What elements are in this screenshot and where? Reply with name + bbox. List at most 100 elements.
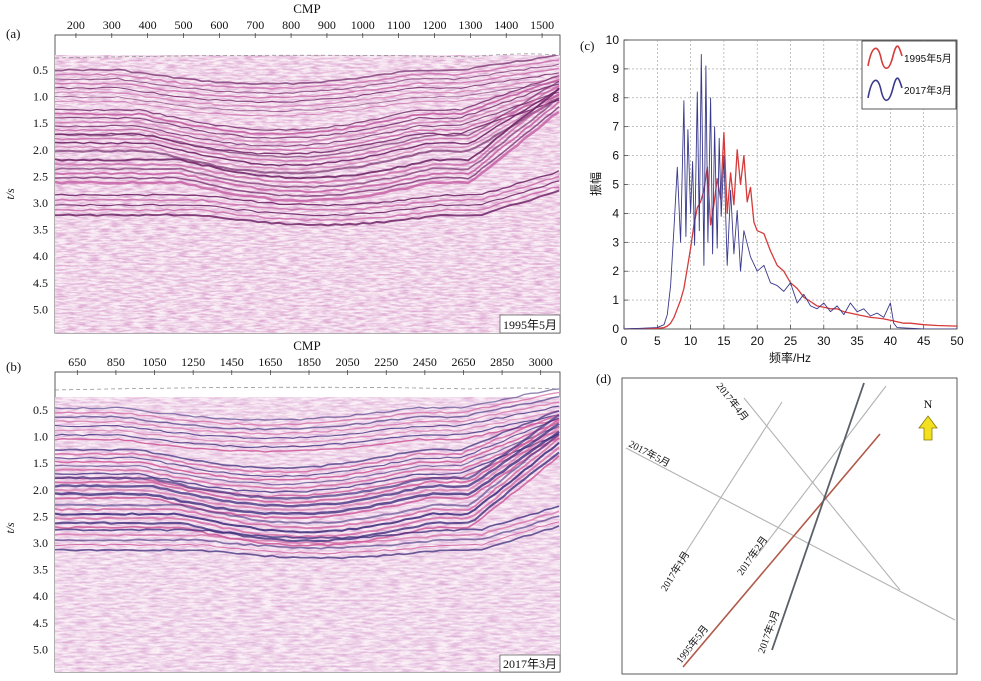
north-arrow-icon — [918, 415, 938, 441]
reflector-event — [55, 88, 560, 167]
chart-y-tick-label: 9 — [612, 62, 619, 76]
cmp-tick-label: 1250 — [181, 355, 205, 369]
survey-map-frame — [621, 377, 958, 675]
time-tick-label: 2.0 — [33, 143, 48, 157]
panel-b-date-box — [499, 654, 561, 673]
chart-x-tick-labels: 0 5 10 15 20 25 30 35 40 45 50 — [621, 325, 964, 348]
reflector-event — [55, 429, 560, 490]
reflector-event — [55, 93, 560, 171]
chart-x-tick-label: 5 — [654, 334, 661, 348]
reflector-event — [55, 110, 560, 203]
legend-swatch-2017 — [867, 77, 903, 102]
chart-y-tick-label: 7 — [612, 120, 619, 134]
reflector-event — [55, 510, 560, 545]
cmp-tick-label: 1850 — [297, 355, 321, 369]
panel-b-date-stamp: 2017年3月 — [503, 657, 557, 671]
chart-x-tick-label: 0 — [621, 334, 628, 348]
chart-y-tick-label: 10 — [606, 33, 620, 47]
panel-b-reflectors — [55, 388, 560, 560]
reflector-event — [55, 106, 560, 198]
time-tick-label: 1.0 — [33, 430, 48, 444]
chart-series — [624, 53, 957, 329]
cmp-tick-label: 600 — [210, 18, 228, 32]
reflector-event — [55, 425, 560, 486]
cmp-tick-label: 900 — [318, 18, 336, 32]
time-tick-label: 2.0 — [33, 483, 48, 497]
time-tick-label: 1.5 — [33, 116, 48, 130]
chart-x-tick-label: 15 — [717, 334, 731, 348]
panel-a-cmp-title: CMP — [293, 1, 320, 16]
chart-x-tick-label: 20 — [751, 334, 765, 348]
reflector-event — [55, 437, 560, 498]
reflector-event — [55, 55, 560, 86]
reflector-event — [55, 80, 560, 159]
reflector-event — [55, 446, 560, 539]
reflector-event — [55, 442, 560, 534]
panel-d-label: (d) — [596, 371, 611, 386]
reflector-event — [55, 451, 560, 543]
cmp-tick-label: 800 — [282, 18, 300, 32]
reflector-event — [55, 505, 560, 540]
reflector-event — [55, 97, 560, 175]
reflector-event — [55, 433, 560, 494]
time-tick-label: 3.0 — [33, 536, 48, 550]
reflector-event — [55, 175, 560, 211]
panel-b-section — [55, 388, 560, 672]
reflector-event — [55, 75, 560, 131]
chart-x-tick-label: 30 — [817, 334, 831, 348]
reflector-event — [55, 86, 560, 144]
reflector-event — [55, 525, 560, 560]
chart-y-tick-label: 4 — [612, 206, 619, 220]
cmp-tick-label: 1000 — [351, 18, 375, 32]
cmp-tick-label: 200 — [67, 18, 85, 32]
panel-a-date-box — [499, 314, 561, 334]
cmp-tick-label: 850 — [107, 355, 125, 369]
reflector-event — [55, 94, 560, 152]
chart-x-tick-label: 25 — [784, 334, 798, 348]
north-label: N — [924, 397, 933, 411]
survey-line-2017-04 — [743, 397, 901, 591]
panel-b-ylabel: t/s — [3, 522, 17, 534]
reflector-event — [55, 418, 560, 453]
reflector-event — [55, 405, 560, 440]
time-tick-label: 3.5 — [33, 223, 48, 237]
cmp-tick-label: 2250 — [374, 355, 398, 369]
reflector-event — [55, 434, 560, 520]
panel-b-cmp-tick-labels: 650 850 1050 1250 1450 1650 1850 2050 2250 2450 26… — [68, 355, 553, 375]
time-tick-label: 3.0 — [33, 196, 48, 210]
reflector-event — [55, 67, 560, 99]
reflector-event — [55, 101, 560, 194]
chart-x-tick-label: 45 — [917, 334, 931, 348]
reflector-event — [55, 72, 560, 104]
panel-b-topography-line — [54, 386, 561, 391]
time-tick-label: 1.5 — [33, 456, 48, 470]
reflector-event — [55, 417, 560, 478]
reflector-event — [55, 515, 560, 550]
cmp-tick-label: 500 — [175, 18, 193, 32]
cmp-tick-label: 1100 — [387, 18, 411, 32]
reflector-event — [55, 80, 560, 113]
survey-line-2017-05 — [625, 447, 956, 621]
panel-c-label: (c) — [580, 38, 594, 53]
reflector-event — [55, 395, 560, 431]
survey-line-2017-01 — [676, 401, 783, 567]
chart-y-tick-labels: 0 1 2 3 4 5 6 7 8 9 10 — [606, 33, 628, 336]
reflector-event — [55, 97, 560, 189]
time-tick-label: 3.5 — [33, 563, 48, 577]
panel-a-cmp-tick-labels: 200 300 400 500 600 700 800 900 1000 1100 1200 1300… — [67, 18, 554, 38]
chart-x-tick-label: 10 — [684, 334, 698, 348]
panel-d: (d) 2017年4月 2017年5月 2017年1月 2017年2月 1995… — [596, 371, 958, 675]
reflector-event — [55, 186, 560, 222]
cmp-tick-label: 300 — [103, 18, 121, 32]
chart-legend-box — [861, 40, 957, 110]
time-tick-label: 2.5 — [33, 509, 48, 523]
cmp-tick-label: 1500 — [530, 18, 554, 32]
panel-b-label: (b) — [6, 359, 21, 374]
reflector-event — [55, 418, 560, 504]
reflector-event — [55, 91, 560, 147]
survey-line-2017-03 — [771, 382, 865, 651]
chart-y-tick-label: 2 — [612, 264, 619, 278]
reflector-event — [55, 401, 560, 435]
